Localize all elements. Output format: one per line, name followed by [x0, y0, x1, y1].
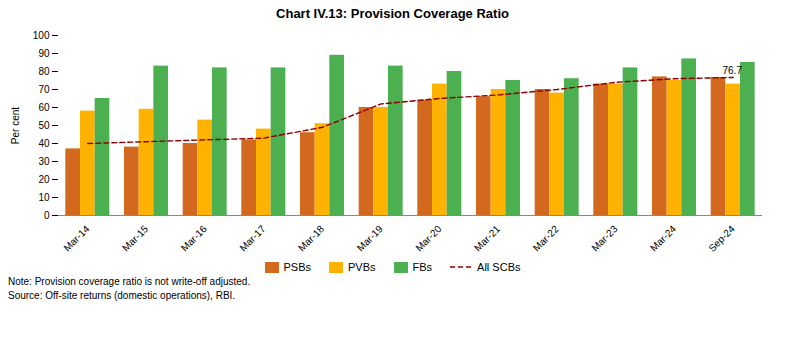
svg-text:20: 20: [38, 174, 50, 185]
svg-text:76.7: 76.7: [723, 65, 743, 76]
svg-text:Sep-24: Sep-24: [706, 223, 737, 254]
svg-text:70: 70: [38, 84, 50, 95]
html-text:Chart IV.13: Provision Coverag: Chart IV.13: Provision Coverage Ratio: [276, 6, 509, 21]
svg-text:Mar-18: Mar-18: [296, 223, 326, 253]
svg-text:50: 50: [38, 120, 50, 131]
svg-text:Mar-22: Mar-22: [531, 223, 561, 253]
html-text:PVBs: PVBs: [348, 261, 376, 273]
svg-text:10: 10: [38, 192, 50, 203]
svg-text:40: 40: [38, 138, 50, 149]
svg-text:Mar-14: Mar-14: [61, 223, 91, 253]
html-text:FBs: FBs: [412, 261, 433, 273]
svg-text:Per cent: Per cent: [10, 107, 21, 144]
html-text:All SCBs: All SCBs: [477, 261, 521, 273]
svg-text:80: 80: [38, 66, 50, 77]
svg-text:Mar-16: Mar-16: [179, 223, 209, 253]
svg-text:Mar-15: Mar-15: [120, 223, 150, 253]
svg-text:Mar-17: Mar-17: [237, 223, 267, 253]
svg-text:Mar-19: Mar-19: [355, 223, 385, 253]
svg-text:90: 90: [38, 48, 50, 59]
svg-text:Mar-23: Mar-23: [589, 223, 619, 253]
html-text:Source: Off-site returns (dome: Source: Off-site returns (domestic opera…: [8, 290, 236, 301]
svg-text:100: 100: [33, 30, 50, 41]
html-text:Note: Provision coverage ratio: Note: Provision coverage ratio is not wr…: [8, 276, 251, 287]
svg-text:30: 30: [38, 156, 50, 167]
svg-text:Mar-24: Mar-24: [648, 223, 678, 253]
svg-text:Mar-20: Mar-20: [413, 223, 443, 253]
html-text:PSBs: PSBs: [283, 261, 311, 273]
svg-text:0: 0: [44, 210, 50, 221]
svg-text:60: 60: [38, 102, 50, 113]
svg-text:Mar-21: Mar-21: [472, 223, 502, 253]
